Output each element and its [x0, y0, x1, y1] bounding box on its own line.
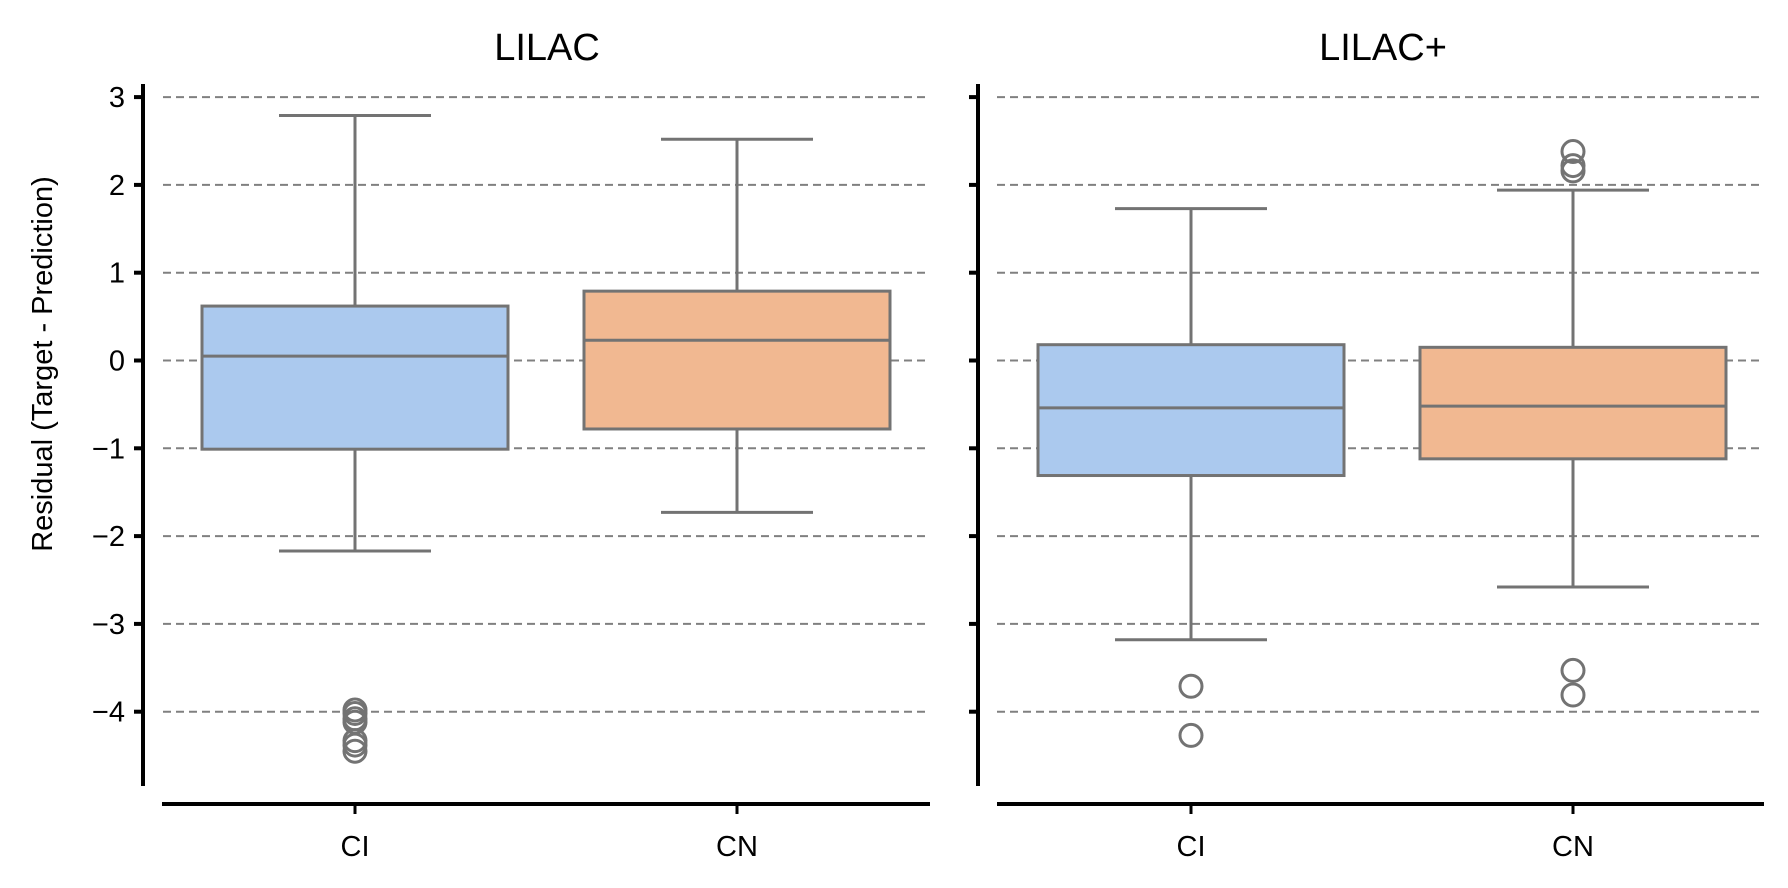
outlier-point [1560, 657, 1586, 683]
outlier-point [1560, 139, 1586, 165]
y-tick-label: 1 [109, 258, 125, 290]
y-tick-label: −4 [92, 697, 125, 729]
y-tick-label: −2 [92, 521, 125, 553]
y-axis-label: Residual (Target - Prediction) [27, 176, 59, 552]
outlier-point [1178, 722, 1204, 748]
y-tick-label: −1 [92, 433, 125, 465]
chart-panels: LILAC 3 2 1 0 −1 −2 −3 −4 CI CN LILAC+ CI CN [92, 27, 1764, 863]
box-iqr [582, 289, 892, 431]
outlier-point [342, 738, 368, 764]
outlier-point [1560, 682, 1586, 708]
box-iqr [1418, 345, 1728, 461]
panel-1: LILAC 3 2 1 0 −1 −2 −3 −4 CI CN [92, 27, 930, 863]
panel-title: LILAC+ [1319, 27, 1447, 69]
panel-2: LILAC+ CI CN [969, 27, 1764, 863]
y-tick-label: 2 [109, 170, 125, 202]
panel-title: LILAC [494, 27, 600, 69]
x-tick-label: CN [716, 831, 758, 863]
box-ci: CI [1036, 207, 1346, 863]
y-tick-label: 0 [109, 346, 125, 378]
box-cn: CN [582, 137, 892, 863]
y-tick-label: 3 [109, 82, 125, 114]
x-tick-label: CI [1177, 831, 1206, 863]
x-tick-label: CN [1552, 831, 1594, 863]
box-iqr [1036, 343, 1346, 478]
outlier-point [1178, 673, 1204, 699]
box-iqr [200, 304, 510, 451]
box-ci: CI [200, 114, 510, 863]
outlier-point [1560, 153, 1586, 179]
y-tick-label: −3 [92, 609, 125, 641]
x-tick-label: CI [341, 831, 370, 863]
box-cn: CN [1418, 139, 1728, 863]
outlier-point [342, 732, 368, 758]
